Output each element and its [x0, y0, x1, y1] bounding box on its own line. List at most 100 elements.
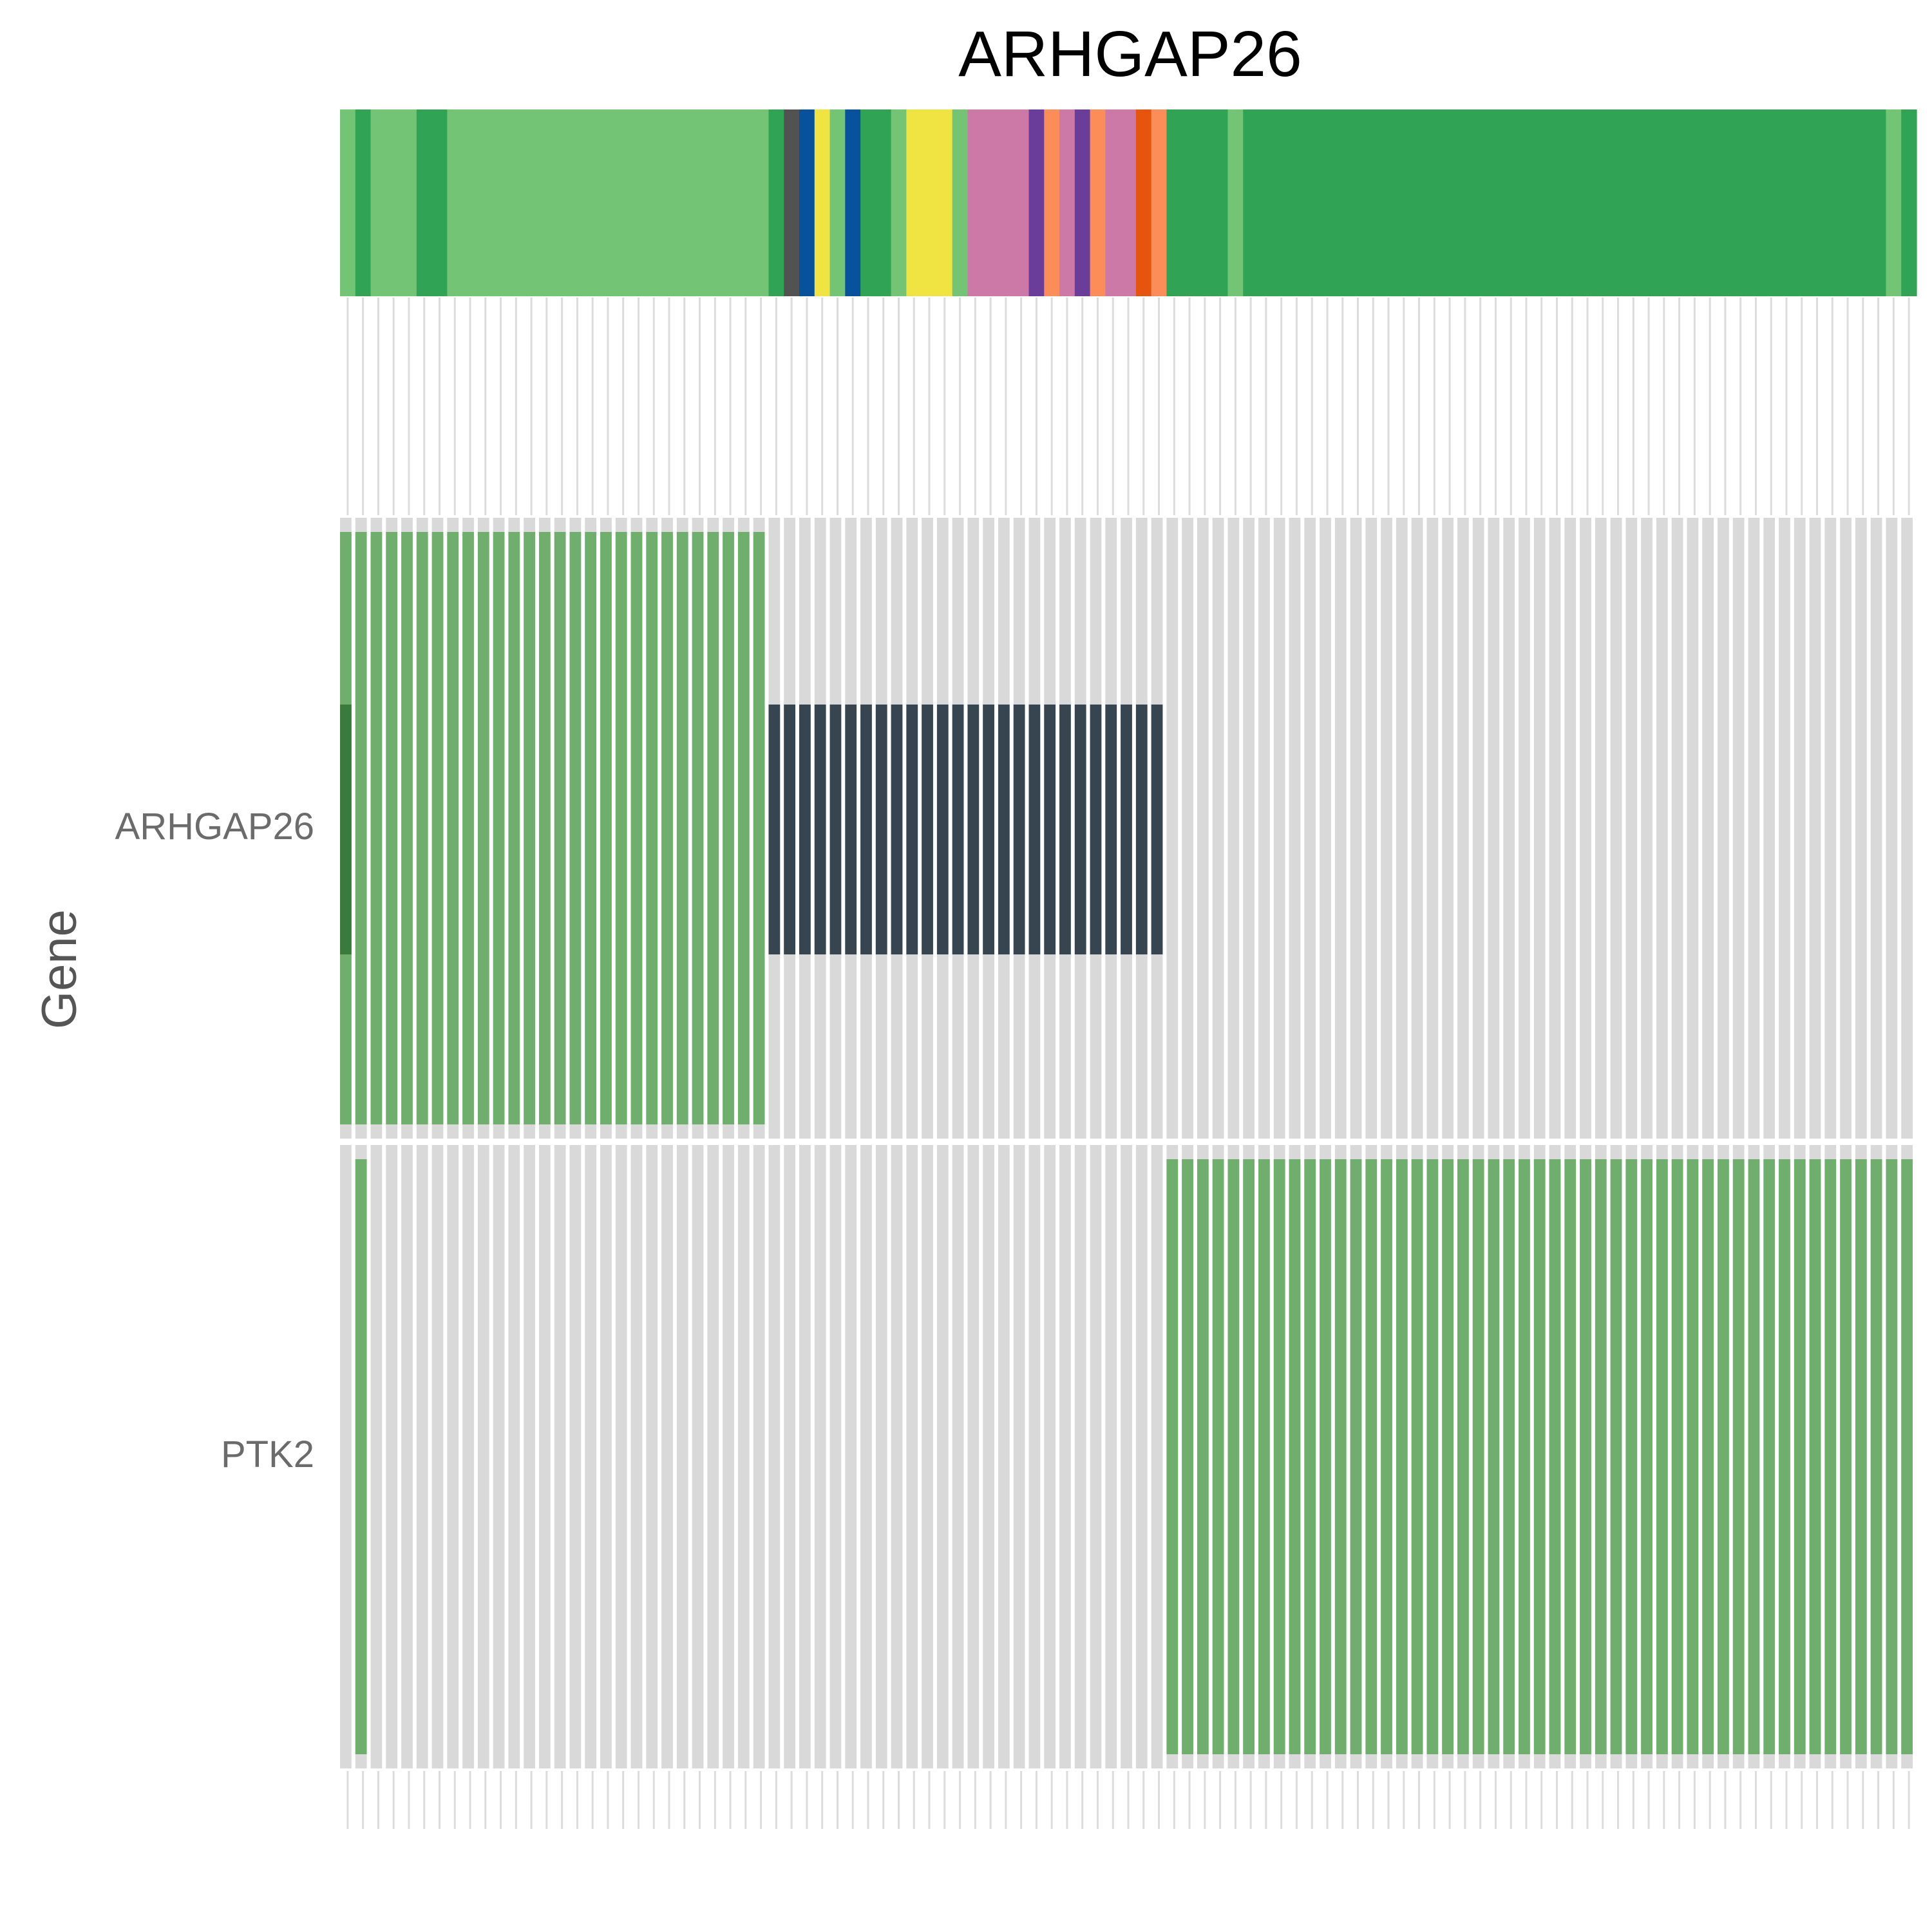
blank-cell: [1862, 298, 1864, 515]
blank-cell: [1801, 298, 1803, 515]
annotation-cell: [1824, 109, 1841, 296]
amplification-cell: [1334, 1159, 1347, 1754]
annotation-cell: [1135, 109, 1152, 296]
blank-cell: [1096, 298, 1099, 515]
blank-cell: [1525, 298, 1528, 515]
blank-cell: [1862, 1771, 1864, 1829]
blank-cell: [1066, 298, 1068, 515]
amplification-cell: [692, 532, 704, 1124]
annotation-cell: [1304, 109, 1320, 296]
track-cell: [493, 1145, 505, 1768]
amplification-cell: [1840, 1159, 1852, 1754]
track-cell: [1457, 518, 1469, 1139]
annotation-cell: [1886, 109, 1902, 296]
blank-cell: [1265, 1771, 1267, 1829]
track-cell: [1074, 1145, 1086, 1768]
blank-cell: [1173, 298, 1175, 515]
track-cell: [1212, 518, 1224, 1139]
blank-cell: [1387, 1771, 1390, 1829]
blank-cell: [821, 298, 824, 515]
blank-cell: [851, 298, 854, 515]
blank-cell: [1326, 298, 1329, 515]
annotation-cell: [952, 109, 969, 296]
blank-cell: [622, 298, 625, 515]
annotation-cell: [493, 109, 509, 296]
amplification-cell: [1243, 1159, 1255, 1754]
deep-deletion-cell: [967, 705, 980, 954]
blank-cell: [790, 298, 793, 515]
blank-cell: [943, 1771, 946, 1829]
track-cell: [1243, 518, 1255, 1139]
track-cell: [1656, 518, 1668, 1139]
track-cell: [952, 1145, 964, 1768]
annotation-cell: [1580, 109, 1596, 296]
blank-cell: [1709, 298, 1711, 515]
blank-cell: [836, 1771, 838, 1829]
amplification-cell: [1595, 1159, 1607, 1754]
blank-cell: [821, 1771, 824, 1829]
track-cell: [554, 1145, 566, 1768]
amplification-cell: [600, 532, 612, 1124]
blank-cell: [1280, 298, 1283, 515]
amplification-cell: [615, 532, 627, 1124]
annotation-cell: [891, 109, 907, 296]
track-cell: [416, 1145, 428, 1768]
track-cell: [1151, 1145, 1163, 1768]
blank-cell: [1464, 298, 1466, 515]
blank-cell: [898, 1771, 900, 1829]
amplification-cell: [1794, 1159, 1806, 1754]
amplification-cell: [1610, 1159, 1622, 1754]
amplification-cell: [1901, 1159, 1913, 1754]
blank-cell: [699, 298, 701, 515]
track-cell: [1488, 518, 1500, 1139]
amplification-cell: [431, 532, 444, 1124]
blank-cell: [1142, 1771, 1145, 1829]
track-cell: [340, 1145, 352, 1768]
amplification-cell: [447, 532, 459, 1124]
track-cell: [615, 1145, 627, 1768]
blank-cell: [346, 1771, 349, 1829]
annotation-cell: [906, 109, 922, 296]
track-cell: [1350, 518, 1362, 1139]
blank-cell: [882, 1771, 885, 1829]
blank-cell: [1709, 1771, 1711, 1829]
track-cell: [891, 1145, 903, 1768]
amplification-cell: [1426, 1159, 1439, 1754]
blank-cell: [515, 298, 517, 515]
amplification-cell: [1273, 1159, 1285, 1754]
blank-cell: [469, 298, 471, 515]
track-cell: [630, 1145, 643, 1768]
track-cell: [1748, 518, 1760, 1139]
gene-label-arhgap26: ARHGAP26: [115, 806, 314, 848]
track-cell: [1687, 518, 1699, 1139]
amplification-cell: [1687, 1159, 1699, 1754]
blank-cell: [1234, 1771, 1236, 1829]
blank-cell: [913, 1771, 915, 1829]
annotation-cell: [845, 109, 861, 296]
annotation-cell: [1763, 109, 1779, 296]
track-cell: [676, 1145, 688, 1768]
blank-cell: [1464, 1771, 1466, 1829]
track-cell: [431, 1145, 444, 1768]
deep-deletion-cell: [891, 705, 903, 954]
track-cell: [538, 1145, 551, 1768]
blank-cell: [1050, 1771, 1053, 1829]
annotation-cell: [1702, 109, 1718, 296]
blank-cell: [1739, 298, 1742, 515]
amplification-cell: [1304, 1159, 1316, 1754]
track-cell: [875, 1145, 887, 1768]
blank-cell: [1173, 1771, 1175, 1829]
blank-cell: [867, 298, 869, 515]
blank-cell: [683, 298, 686, 515]
blank-cell: [1372, 298, 1374, 515]
blank-cell: [1494, 1771, 1497, 1829]
track-cell: [1334, 518, 1347, 1139]
annotation-cell: [998, 109, 1014, 296]
amplification-cell: [1580, 1159, 1591, 1754]
blank-cell: [438, 298, 440, 515]
annotation-cell: [1610, 109, 1627, 296]
track-cell: [1381, 518, 1392, 1139]
blank-cell: [1510, 298, 1512, 515]
track-cell: [1411, 518, 1423, 1139]
